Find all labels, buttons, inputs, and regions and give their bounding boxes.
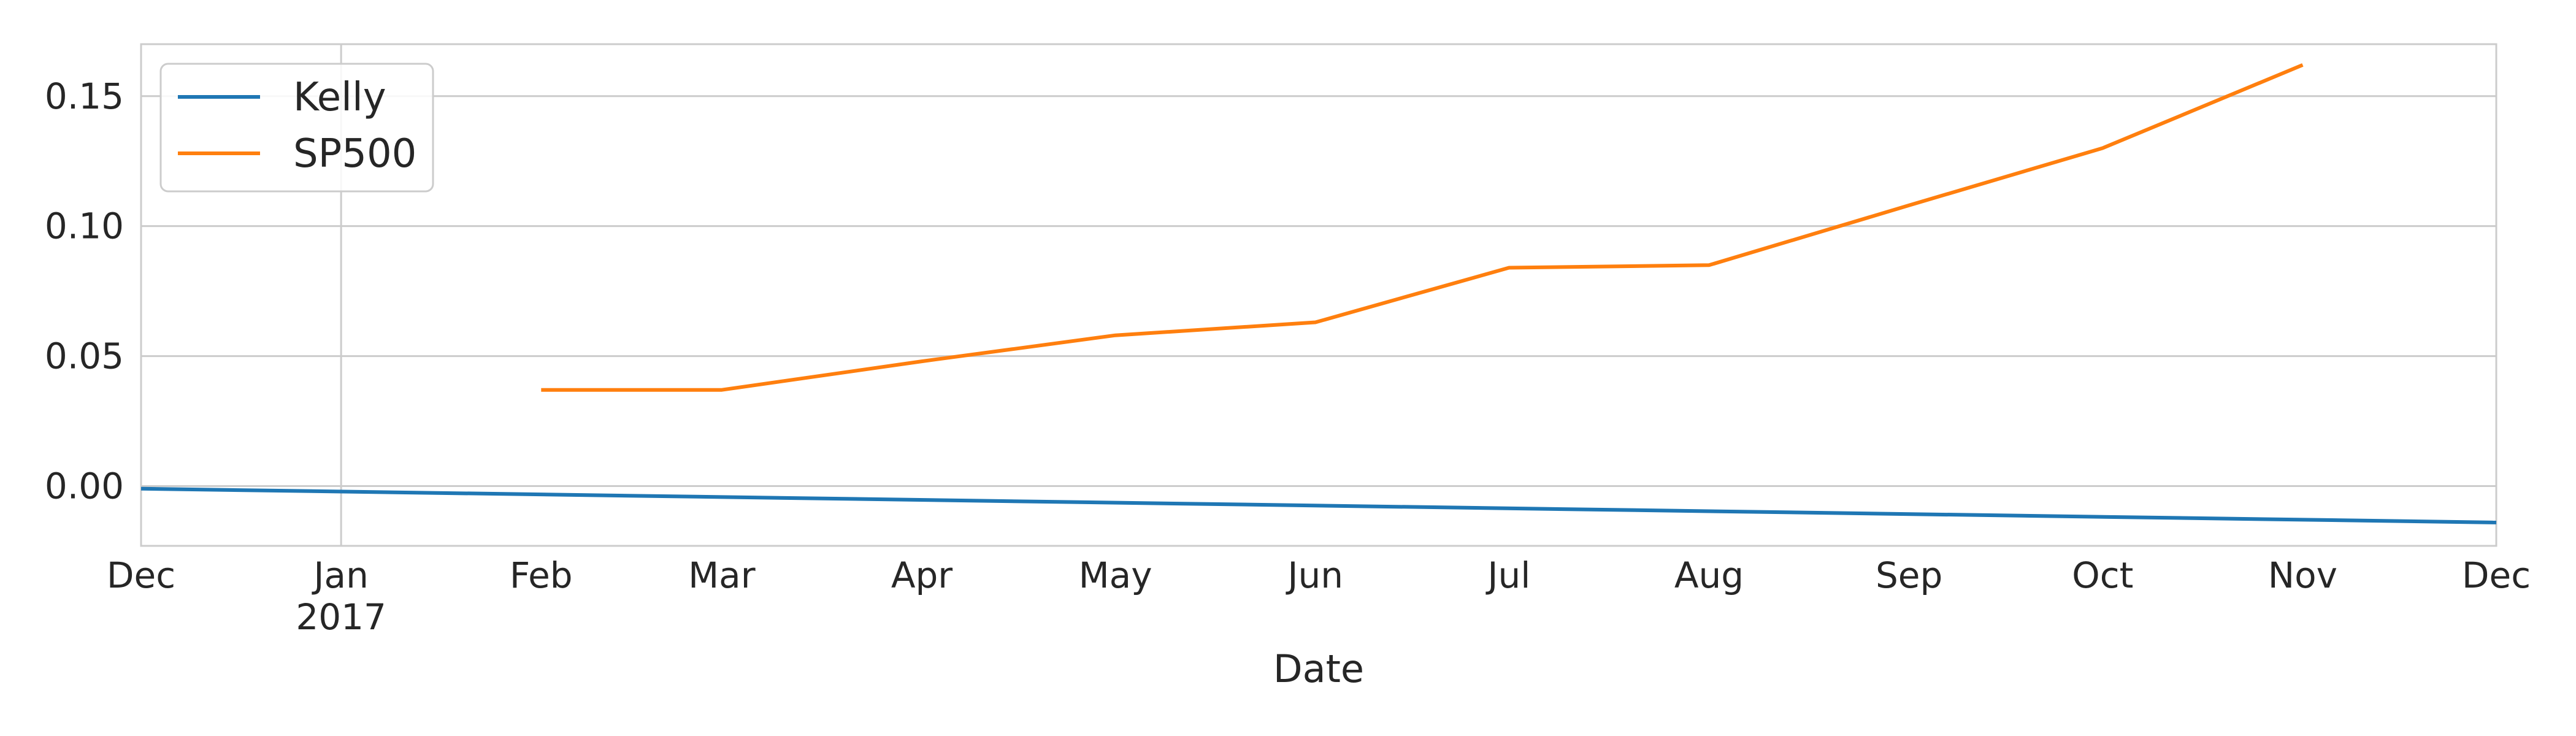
- plot-frame: [140, 43, 2497, 547]
- x-tick-label: Jul: [1485, 554, 1530, 596]
- x-tick-label: Oct: [2072, 554, 2133, 596]
- x-tick-label: Dec: [107, 554, 175, 596]
- x-tick-label: Apr: [891, 554, 953, 596]
- legend-label: SP500: [293, 131, 416, 177]
- x-tick-label: Nov: [2268, 554, 2337, 596]
- y-tick-label: 0.15: [45, 75, 124, 117]
- series-line-sp500: [541, 63, 2304, 392]
- y-axis-ticks: 0.00 0.05 0.10 0.15: [45, 75, 124, 507]
- grid: [141, 44, 2496, 546]
- y-tick-label: 0.00: [45, 466, 124, 507]
- x-tick-label: Sep: [1876, 554, 1942, 596]
- x-tick-label: May: [1079, 554, 1152, 596]
- legend: Kelly SP500: [159, 63, 434, 193]
- x-axis-label: Date: [1273, 646, 1364, 691]
- x-tick-label: Jan: [312, 554, 368, 596]
- legend-label: Kelly: [293, 75, 386, 120]
- x-tick-sublabel: 2017: [296, 596, 386, 638]
- x-tick-label: Dec: [2462, 554, 2531, 596]
- x-tick-label: Feb: [510, 554, 573, 596]
- x-tick-label: Jun: [1286, 554, 1343, 596]
- series-layer: [140, 63, 2497, 524]
- y-tick-label: 0.05: [45, 335, 124, 377]
- x-tick-label: Aug: [1674, 554, 1744, 596]
- series-line-kelly: [140, 486, 2497, 524]
- y-tick-label: 0.10: [45, 205, 124, 247]
- x-tick-label: Mar: [688, 554, 756, 596]
